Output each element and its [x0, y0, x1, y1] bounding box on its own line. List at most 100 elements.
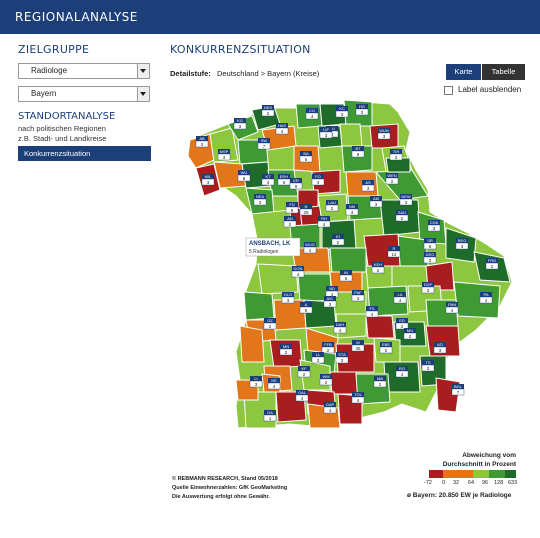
- target-group-select[interactable]: Radiologe: [18, 63, 150, 79]
- district-label-code-bg: [400, 194, 412, 199]
- district-code: HAS: [278, 123, 287, 128]
- district-label: FS4: [365, 306, 379, 318]
- district-count: 4: [301, 396, 304, 401]
- district-label-code-bg: [306, 108, 318, 113]
- district-code: KG: [237, 118, 243, 123]
- district-label-count-bg: [365, 310, 379, 318]
- district-label-code-bg: [356, 104, 368, 109]
- district-code: KE: [271, 378, 277, 383]
- district-label: NM4: [345, 204, 359, 216]
- district-label-count-bg: [423, 256, 437, 264]
- region-select[interactable]: Bayern: [18, 86, 150, 102]
- nav-item-label: Konkurrenzsituation: [24, 149, 91, 158]
- district-label-count-bg: [201, 178, 215, 186]
- district-count: 4: [399, 298, 402, 303]
- district-code: NEW: [401, 194, 411, 199]
- district-label-count-bg: [249, 380, 263, 388]
- district-label-code-bg: [324, 296, 336, 301]
- district-count: 3: [341, 358, 344, 363]
- district-code: R: [393, 246, 396, 251]
- district-label-code-bg: [332, 234, 344, 239]
- district-count: 3: [201, 142, 204, 147]
- district-label-code-bg: [280, 344, 292, 349]
- district-label-count-bg: [389, 153, 403, 161]
- district-label-count-bg: [385, 177, 399, 185]
- region-pa: [453, 281, 501, 319]
- district-code: DLG: [284, 292, 292, 297]
- district-code: EI: [336, 234, 340, 239]
- region-value: Bayern: [31, 89, 57, 98]
- district-count: 2: [337, 240, 340, 245]
- district-label-code-bg: [312, 174, 324, 179]
- district-label-count-bg: [369, 200, 383, 208]
- region-sr: [397, 235, 429, 267]
- district-code: MB: [377, 376, 383, 381]
- chevron-down-icon[interactable]: [137, 87, 149, 101]
- district-count: 4: [323, 222, 326, 227]
- district-label-count-bg: [299, 155, 313, 163]
- legend-swatch-dark-green: [505, 470, 516, 478]
- hide-labels-checkbox[interactable]: [444, 86, 453, 95]
- district-label-count-bg: [323, 300, 337, 308]
- nav-item-konkurrenzsituation[interactable]: Konkurrenzsituation: [18, 146, 151, 161]
- district-count: 3: [317, 358, 320, 363]
- district-label-code-bg: [326, 286, 338, 291]
- district-code: DAH: [336, 322, 345, 327]
- district-label-code-bg: [326, 200, 338, 205]
- district-label: WÜ8: [237, 170, 251, 182]
- district-label-count-bg: [299, 208, 313, 216]
- district-code: MÜ: [407, 328, 413, 333]
- district-code: PA: [483, 292, 488, 297]
- district-count: 4: [281, 129, 284, 134]
- tab-karte[interactable]: Karte: [446, 64, 481, 80]
- legend-tick: -72: [424, 480, 432, 486]
- district-label: TS3: [421, 360, 435, 372]
- district-label: HO3: [355, 104, 369, 116]
- district-label-count-bg: [319, 131, 333, 139]
- district-label: ED2: [395, 318, 409, 330]
- district-label: KT4: [261, 174, 275, 186]
- district-code: CHA: [430, 220, 439, 225]
- district-label-code-bg: [218, 149, 230, 154]
- region-msp: [209, 127, 239, 163]
- district-label-count-bg: [311, 178, 325, 186]
- breadcrumb-path[interactable]: Deutschland > Bayern (Kreise): [216, 69, 320, 78]
- target-group-value: Radiologe: [31, 66, 68, 75]
- standort-heading[interactable]: STANDORTANALYSE: [18, 111, 116, 122]
- district-count: 3: [427, 366, 430, 371]
- district-count: 4: [267, 180, 270, 185]
- legend-swatch-green: [489, 470, 505, 478]
- region-sta: [329, 371, 359, 395]
- district-code: TS: [425, 360, 430, 365]
- district-label-code-bg: [434, 342, 446, 347]
- district-code: STA: [338, 352, 346, 357]
- district-code: FS: [369, 306, 374, 311]
- district-code: GAP: [326, 402, 335, 407]
- district-label: ER8: [289, 178, 303, 190]
- district-label-count-bg: [331, 238, 345, 246]
- district-label: WM2: [319, 374, 333, 386]
- district-label-code-bg: [250, 376, 262, 381]
- tab-tabelle[interactable]: Tabelle: [482, 64, 525, 80]
- district-label-code-bg: [346, 204, 358, 209]
- chevron-down-icon[interactable]: [137, 64, 149, 78]
- district-label-code-bg: [258, 138, 270, 143]
- district-regions[interactable]: [187, 99, 513, 429]
- district-count: 4: [339, 328, 342, 333]
- district-label: EI2: [331, 234, 345, 246]
- district-code: WM: [322, 374, 329, 379]
- district-label: OA1: [263, 410, 277, 422]
- district-label: MB2: [373, 376, 387, 388]
- district-count: 4: [357, 398, 360, 403]
- district-label-code-bg: [374, 376, 386, 381]
- district-count: 2: [401, 324, 404, 329]
- district-label-count-bg: [351, 294, 365, 302]
- district-code: KF: [301, 366, 307, 371]
- district-label-code-bg: [296, 390, 308, 395]
- district-code: OAL: [298, 390, 307, 395]
